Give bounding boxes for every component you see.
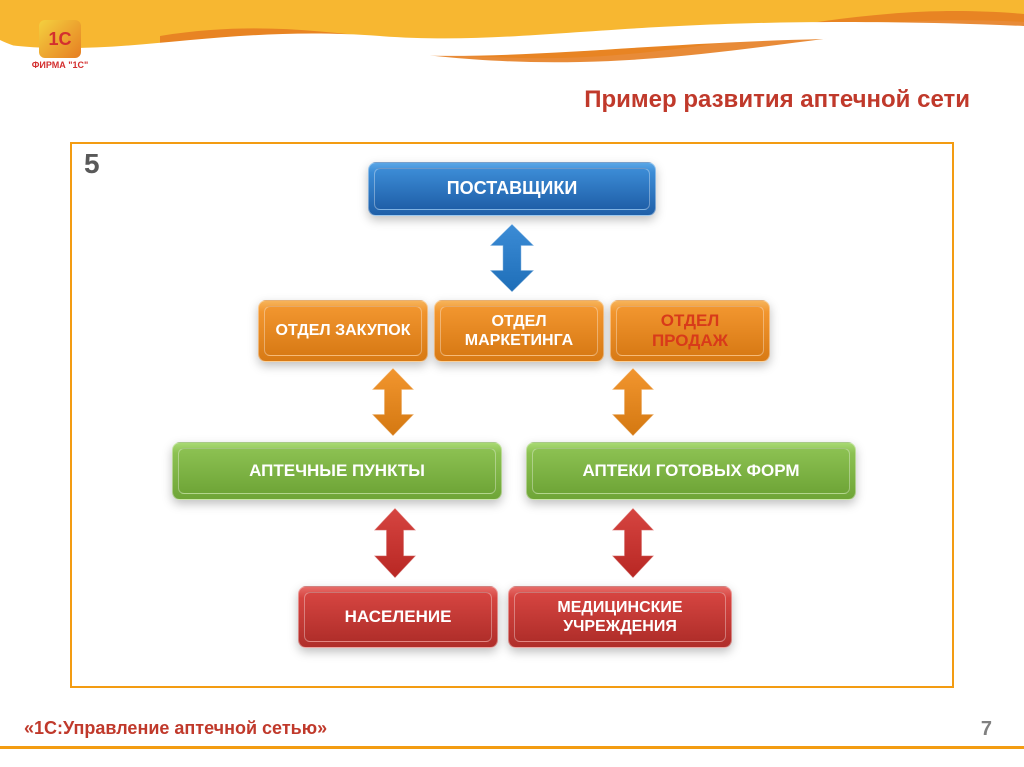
node-label: ОТДЕЛ ПРОДАЖ	[616, 306, 764, 356]
logo-label: ФИРМА "1С"	[22, 60, 98, 70]
node-label: АПТЕКИ ГОТОВЫХ ФОРМ	[532, 448, 850, 494]
page-title: Пример развития аптечной сети	[584, 86, 970, 114]
node-pharmacy_points: АПТЕЧНЫЕ ПУНКТЫ	[172, 442, 502, 500]
node-label: АПТЕЧНЫЕ ПУНКТЫ	[178, 448, 496, 494]
node-label: ПОСТАВЩИКИ	[374, 168, 650, 210]
arrow-a2	[372, 368, 414, 436]
diagram-container: 5 ПОСТАВЩИКИ ОТДЕЛ ЗАКУПОК ОТДЕЛ МАРКЕТИНГ…	[70, 142, 954, 688]
header-swirl	[0, 0, 1024, 80]
footer-caption: «1С:Управление аптечной сетью»	[24, 718, 327, 739]
arrow-a4	[374, 508, 416, 578]
node-medical: МЕДИЦИНСКИЕ УЧРЕЖДЕНИЯ	[508, 586, 732, 648]
node-dept_marketing: ОТДЕЛ МАРКЕТИНГА	[434, 300, 604, 362]
node-label: ОТДЕЛ МАРКЕТИНГА	[440, 306, 598, 356]
arrow-a1	[490, 224, 534, 292]
arrow-a3	[612, 368, 654, 436]
arrow-a5	[612, 508, 654, 578]
diagram-step-number: 5	[84, 148, 100, 180]
node-label: ОТДЕЛ ЗАКУПОК	[264, 306, 422, 356]
node-pharmacy_forms: АПТЕКИ ГОТОВЫХ ФОРМ	[526, 442, 856, 500]
node-label: МЕДИЦИНСКИЕ УЧРЕЖДЕНИЯ	[514, 592, 726, 642]
logo-1c: 1C ФИРМА "1С"	[22, 20, 98, 76]
page-number: 7	[981, 718, 992, 741]
logo-text: 1C	[48, 29, 71, 50]
node-suppliers: ПОСТАВЩИКИ	[368, 162, 656, 216]
node-label: НАСЕЛЕНИЕ	[304, 592, 492, 642]
footer-divider	[0, 746, 1024, 749]
node-dept_purchase: ОТДЕЛ ЗАКУПОК	[258, 300, 428, 362]
node-population: НАСЕЛЕНИЕ	[298, 586, 498, 648]
node-dept_sales: ОТДЕЛ ПРОДАЖ	[610, 300, 770, 362]
